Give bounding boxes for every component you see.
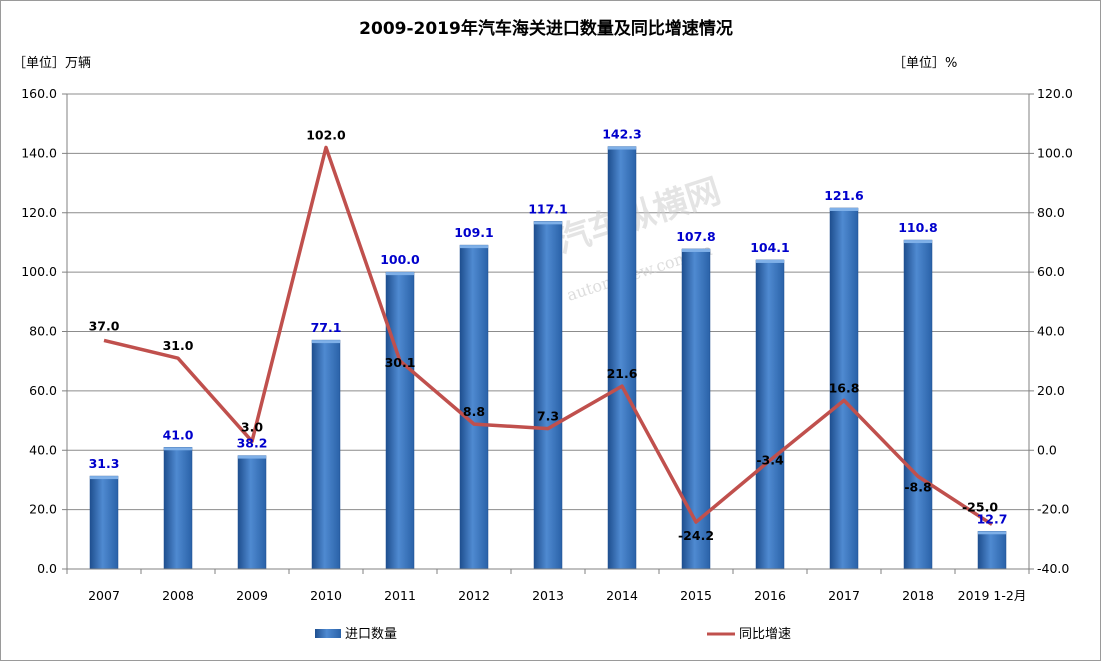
bar bbox=[829, 207, 859, 570]
bar-value-label: 100.0 bbox=[380, 252, 420, 267]
bar-value-label: 41.0 bbox=[163, 427, 194, 442]
bar bbox=[607, 146, 637, 570]
x-tick-label: 2013 bbox=[532, 588, 564, 603]
x-tick-label: 2011 bbox=[384, 588, 416, 603]
tick-labels: 0.0 -40.0 20.0 -20.0 40.0 0.0 60.0 20.0 80.0 40.0… bbox=[21, 86, 1073, 603]
bar-top-highlight bbox=[978, 531, 1006, 535]
line-value-label: 102.0 bbox=[306, 127, 346, 142]
left-tick-label: 40.0 bbox=[29, 442, 57, 457]
x-tick-label: 2007 bbox=[88, 588, 120, 603]
right-tick-label: 0.0 bbox=[1037, 442, 1057, 457]
left-tick-label: 100.0 bbox=[21, 264, 57, 279]
bar-top-highlight bbox=[534, 221, 562, 225]
bar-value-label: 117.1 bbox=[528, 201, 568, 216]
bars bbox=[89, 146, 1007, 570]
right-tick-label: 40.0 bbox=[1037, 324, 1065, 339]
line-value-label: -3.4 bbox=[756, 452, 784, 467]
line-value-label: 8.8 bbox=[463, 404, 485, 419]
right-unit-label: ［单位］% bbox=[893, 56, 957, 71]
line-value-label: 30.1 bbox=[385, 355, 416, 370]
x-tick-label: 2017 bbox=[828, 588, 860, 603]
bar-value-label: 12.7 bbox=[977, 511, 1008, 526]
bar-top-highlight bbox=[386, 272, 414, 276]
legend-bar-swatch bbox=[315, 629, 341, 638]
x-tick-label: 2016 bbox=[754, 588, 786, 603]
bar-top-highlight bbox=[682, 248, 710, 252]
x-tick-label: 2009 bbox=[236, 588, 268, 603]
bar bbox=[385, 271, 415, 570]
bar-top-highlight bbox=[756, 259, 784, 263]
right-tick-label: 100.0 bbox=[1037, 145, 1073, 160]
x-tick-label: 2008 bbox=[162, 588, 194, 603]
left-tick-label: 20.0 bbox=[29, 502, 57, 517]
x-tick-label: 2010 bbox=[310, 588, 342, 603]
bar-top-highlight bbox=[238, 455, 266, 459]
chart-title: 2009-2019年汽车海关进口数量及同比增速情况 bbox=[359, 18, 733, 39]
x-tick-label: 2014 bbox=[606, 588, 638, 603]
x-tick-label: 2019 1-2月 bbox=[958, 588, 1027, 603]
bar-value-label: 110.8 bbox=[898, 220, 938, 235]
x-tick-label: 2015 bbox=[680, 588, 712, 603]
bar-top-highlight bbox=[608, 146, 636, 150]
bar bbox=[977, 531, 1007, 570]
left-tick-label: 0.0 bbox=[37, 561, 57, 576]
bar bbox=[163, 447, 193, 570]
bar-value-label: 104.1 bbox=[750, 240, 790, 255]
line-value-label: -25.0 bbox=[962, 499, 998, 514]
line-value-label: -24.2 bbox=[678, 528, 714, 543]
bar bbox=[903, 239, 933, 570]
bar-value-label: 31.3 bbox=[89, 456, 120, 471]
bar-top-highlight bbox=[830, 208, 858, 211]
right-tick-label: 120.0 bbox=[1037, 86, 1073, 101]
bar bbox=[311, 339, 341, 570]
bar-top-highlight bbox=[164, 447, 192, 451]
line-value-label: 3.0 bbox=[241, 419, 263, 434]
legend-line-label: 同比增速 bbox=[739, 627, 791, 642]
growth-line bbox=[103, 145, 993, 526]
bar-value-label: 109.1 bbox=[454, 225, 494, 240]
right-tick-label: 80.0 bbox=[1037, 205, 1065, 220]
bar-value-label: 38.2 bbox=[237, 436, 268, 451]
left-unit-label: ［单位］万辆 bbox=[13, 56, 91, 71]
line-value-label: -8.8 bbox=[904, 479, 931, 494]
left-tick-label: 160.0 bbox=[21, 86, 57, 101]
left-tick-label: 80.0 bbox=[29, 324, 57, 339]
left-tick-label: 60.0 bbox=[29, 383, 57, 398]
bar bbox=[755, 259, 785, 570]
right-tick-label: -40.0 bbox=[1037, 561, 1069, 576]
line-value-label: 21.6 bbox=[607, 366, 638, 381]
line-value-label: 16.8 bbox=[829, 380, 860, 395]
bar-value-label: 77.1 bbox=[311, 320, 342, 335]
line-value-label: 7.3 bbox=[537, 409, 559, 424]
bar-value-label: 142.3 bbox=[602, 127, 642, 142]
bar-value-label: 121.6 bbox=[824, 188, 864, 203]
legend-bar-label: 进口数量 bbox=[345, 627, 397, 642]
line-value-label: 37.0 bbox=[89, 318, 120, 333]
bar-top-highlight bbox=[904, 240, 932, 244]
left-tick-label: 140.0 bbox=[21, 145, 57, 160]
right-tick-label: 60.0 bbox=[1037, 264, 1065, 279]
bar bbox=[89, 475, 119, 570]
right-tick-label: 20.0 bbox=[1037, 383, 1065, 398]
axes bbox=[62, 93, 1034, 574]
bar-value-label: 107.8 bbox=[676, 229, 716, 244]
right-tick-label: -20.0 bbox=[1037, 502, 1069, 517]
bar bbox=[237, 455, 267, 570]
x-tick-label: 2018 bbox=[902, 588, 934, 603]
legend: 进口数量 同比增速 bbox=[315, 627, 791, 642]
bar bbox=[533, 221, 563, 570]
bar-top-highlight bbox=[312, 340, 340, 344]
data-labels: 31.3 41.0 38.2 77.1 100.0 109.1 117.1 142.3 107.… bbox=[89, 127, 1008, 544]
left-tick-label: 120.0 bbox=[21, 205, 57, 220]
line-value-label: 31.0 bbox=[163, 338, 194, 353]
bar-top-highlight bbox=[90, 476, 118, 480]
x-tick-label: 2012 bbox=[458, 588, 490, 603]
growth-line-path bbox=[103, 145, 993, 526]
bar-top-highlight bbox=[460, 245, 488, 249]
bar bbox=[459, 244, 489, 570]
